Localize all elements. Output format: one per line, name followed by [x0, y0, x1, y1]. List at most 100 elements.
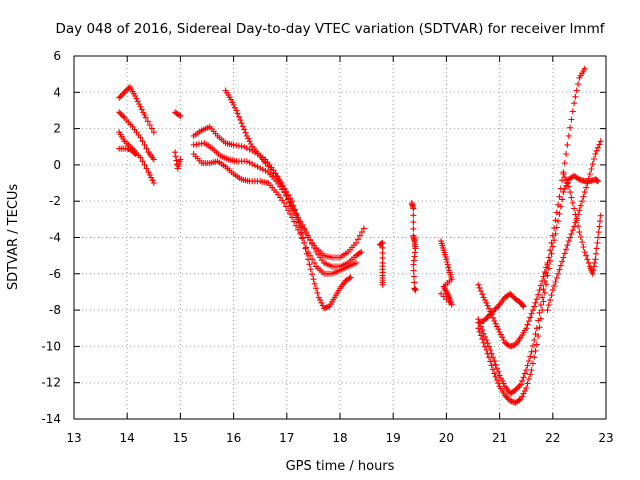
data-point [482, 297, 488, 304]
data-point [144, 118, 151, 125]
data-point [142, 114, 149, 121]
data-point [544, 307, 551, 314]
data-point [580, 244, 587, 250]
data-point [302, 245, 309, 252]
data-point [139, 138, 146, 145]
data-point [572, 93, 579, 100]
data-point [575, 81, 582, 88]
data-point [493, 304, 500, 311]
data-point [121, 89, 128, 96]
data-point [517, 381, 524, 388]
data-point [492, 305, 499, 312]
data-point [541, 289, 548, 296]
data-point [552, 217, 559, 224]
y-tick-label: -6 [49, 267, 61, 281]
data-point [527, 353, 534, 360]
data-point [523, 367, 530, 373]
y-tick-label: 2 [53, 122, 61, 136]
data-point [243, 132, 250, 139]
data-point [591, 156, 597, 162]
data-point [311, 244, 318, 251]
data-point [583, 184, 590, 191]
data-point [254, 163, 261, 170]
series-track-10 [222, 87, 354, 312]
data-point [442, 287, 449, 294]
data-point [410, 212, 417, 219]
data-point [556, 266, 563, 273]
data-point [117, 93, 124, 100]
data-point [120, 90, 127, 97]
data-point [243, 158, 250, 165]
data-point [594, 239, 601, 246]
x-axis-label: GPS time / hours [286, 459, 395, 474]
data-point [116, 109, 123, 116]
data-point [564, 242, 571, 249]
data-point [295, 219, 302, 226]
data-point [303, 244, 310, 251]
grid [74, 56, 606, 419]
data-point [444, 259, 451, 265]
data-point [520, 303, 527, 310]
data-point [275, 176, 282, 182]
data-point [587, 171, 593, 177]
data-point [548, 250, 555, 257]
data-point [491, 307, 498, 314]
data-point [496, 372, 503, 379]
data-point [496, 328, 503, 335]
data-point [556, 193, 563, 200]
data-point [521, 387, 528, 394]
data-point [512, 387, 519, 393]
data-point [305, 256, 312, 263]
data-point [545, 265, 552, 272]
data-point [581, 189, 588, 196]
data-point [489, 366, 496, 373]
data-point [486, 354, 492, 361]
data-point [520, 374, 527, 381]
data-point [589, 161, 596, 167]
data-point [493, 377, 500, 383]
data-point [591, 263, 597, 270]
data-point [480, 339, 487, 346]
data-point [443, 296, 450, 303]
data-point [584, 256, 591, 263]
data-point [561, 185, 568, 192]
data-point [556, 210, 563, 217]
data-point [445, 264, 452, 271]
data-point [251, 162, 258, 169]
x-tick-label: 22 [545, 431, 560, 445]
data-point [483, 347, 490, 353]
data-point [564, 141, 571, 148]
data-point [318, 299, 325, 306]
data-point [531, 303, 538, 310]
data-point [590, 267, 597, 274]
data-point [584, 180, 591, 186]
data-point [499, 334, 506, 341]
data-point [289, 198, 296, 205]
data-point [529, 360, 536, 367]
data-point [497, 331, 504, 338]
data-point [355, 236, 361, 243]
data-point [241, 143, 248, 150]
data-point [233, 107, 240, 114]
data-point [585, 175, 592, 182]
data-point [595, 229, 602, 236]
data-point [285, 207, 292, 214]
data-point [478, 288, 484, 294]
series-track-12 [408, 200, 419, 294]
data-point [149, 177, 156, 184]
data-point [573, 217, 580, 224]
data-point [571, 205, 578, 212]
data-point [495, 326, 502, 333]
data-point [495, 380, 502, 387]
data-point [245, 135, 252, 142]
data-point [120, 113, 127, 120]
data-point [444, 291, 451, 298]
data-point [551, 237, 558, 244]
data-point [483, 337, 490, 343]
data-point [560, 254, 567, 261]
data-point [440, 293, 447, 300]
data-point [283, 188, 290, 195]
data-point [552, 230, 559, 237]
data-point [501, 392, 508, 399]
data-point [552, 279, 559, 285]
